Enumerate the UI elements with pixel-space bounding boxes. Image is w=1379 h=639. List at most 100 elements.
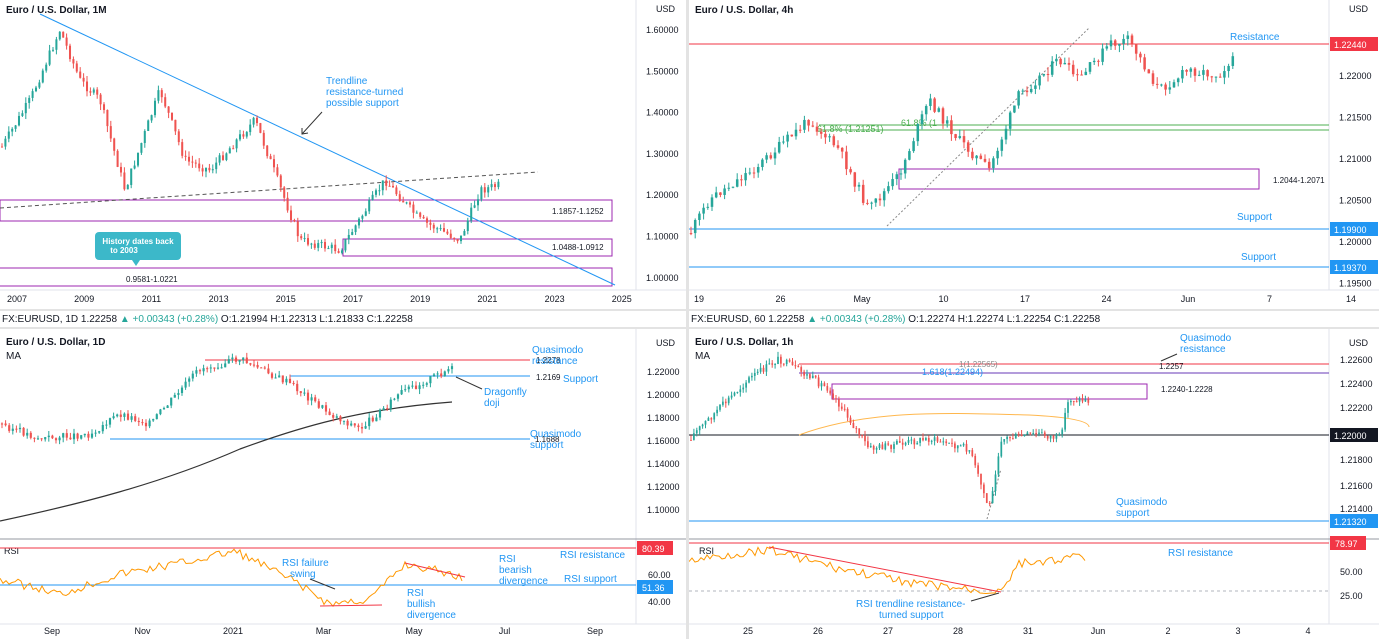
rsi-trendline [768, 546, 1002, 593]
daily-symbol-header: FX:EURUSD, 1D 1.22258 ▲ +0.00343 (+0.28%… [2, 314, 413, 325]
annotation-arrow [301, 111, 323, 135]
hourly-chart-panel[interactable]: Euro / U.S. Dollar, 1h MA USD 1.22600 1.2… [689, 329, 1379, 639]
fib-label: 61.8% (1 [901, 118, 937, 128]
high: 1.22274 [967, 314, 1004, 325]
y-tick-label: 1.20500 [1339, 196, 1372, 206]
monthly-chart[interactable]: Euro / U.S. Dollar, 1M USD 1.60000 1.5000… [0, 0, 686, 309]
dashed-trendline [0, 171, 539, 209]
demand-zone [898, 168, 1260, 190]
last-price: 1.22258 [80, 314, 118, 325]
x-tick-label: 26 [813, 626, 823, 636]
support-label: Support [563, 374, 598, 385]
resistance-label: Resistance [1230, 32, 1280, 43]
y-tick-label: 1.50000 [646, 66, 679, 76]
x-tick-label: Jun [1181, 294, 1196, 304]
qm-support-price: 1.1688 [535, 435, 560, 444]
x-tick-label: Jun [1091, 626, 1106, 636]
qm-resistance-price: 1.2278 [536, 356, 561, 365]
zone-label: 1.2240-1.2228 [1161, 385, 1213, 394]
x-tick-label: Mar [316, 626, 332, 636]
rsi-tick: 60.00 [648, 570, 671, 580]
price-tag [1330, 222, 1378, 236]
rsi-trendline-label: turned support [879, 610, 944, 621]
x-tick-label: 17 [1020, 294, 1030, 304]
support-label: Support [1237, 212, 1272, 223]
qm-support-label: Quasimodo [1116, 497, 1168, 508]
y-tick-label: 1.20000 [1339, 237, 1372, 247]
x-tick-label: 2015 [276, 294, 296, 304]
x-tick-label: 19 [694, 294, 704, 304]
qm-resistance-price: 1.2257 [1159, 362, 1184, 371]
change: +0.00343 (+0.28%) [819, 314, 906, 325]
rsi-failure-label: RSI failure [282, 558, 329, 569]
qm-resistance-label: Quasimodo [1180, 333, 1232, 344]
rsi-bullish-label: divergence [407, 610, 456, 621]
demand-zone-2 [342, 238, 613, 257]
h4-chart[interactable]: Euro / U.S. Dollar, 4h USD 1.22000 1.2150… [689, 0, 1379, 309]
support-label: Support [1241, 252, 1276, 263]
candles [689, 31, 1235, 239]
qm-support-label: support [530, 440, 564, 451]
x-tick-label: 2007 [7, 294, 27, 304]
y-tick-label: 1.20000 [646, 190, 679, 200]
rsi-trendline-label: RSI trendline resistance- [856, 599, 966, 610]
price-tag [1330, 514, 1378, 528]
y-tick-label: 1.20000 [647, 390, 680, 400]
x-tick-label: 2009 [74, 294, 94, 304]
x-tick-label: 25 [743, 626, 753, 636]
rsi-support-label: RSI support [564, 574, 617, 585]
x-tick-label: 2017 [343, 294, 363, 304]
doji-label: doji [484, 398, 500, 409]
symbol: FX:EURUSD, 1D [2, 314, 79, 325]
rsi-tag [1330, 536, 1366, 550]
y-tick-label: 1.22200 [1340, 403, 1373, 413]
low: 1.21833 [327, 314, 364, 325]
x-tick-label: 2011 [142, 294, 161, 304]
descending-trendline [39, 13, 616, 286]
y-tick-label: 1.00000 [646, 273, 679, 283]
fib-label: 1(1.22565) [959, 360, 998, 369]
price-tag [1330, 260, 1378, 274]
daily-chart-panel[interactable]: Euro / U.S. Dollar, 1D MA USD 1.22000 1.2… [0, 329, 686, 639]
candles [690, 351, 1090, 507]
zone-label: 1.2044-1.2071 [1273, 176, 1325, 185]
x-tick-label: 7 [1267, 294, 1272, 304]
h4-chart-panel[interactable]: Euro / U.S. Dollar, 4h USD 1.22000 1.2150… [689, 0, 1379, 309]
price-tag [1330, 37, 1378, 51]
qm-support-label: Quasimodo [530, 429, 582, 440]
y-tick-label: 1.19500 [1339, 279, 1372, 289]
annotation-line: Trendline [326, 76, 368, 87]
annotation-line: resistance-turned [326, 87, 403, 98]
doji-label: Dragonfly [484, 387, 527, 398]
chart-title: Euro / U.S. Dollar, 1h [695, 337, 793, 348]
x-tick-label: May [853, 294, 871, 304]
y-tick-label: 1.22000 [647, 367, 680, 377]
qm-arrow [1160, 353, 1178, 362]
rsi-bearish-label: bearish [499, 565, 532, 576]
x-tick-label: 27 [883, 626, 893, 636]
y-tick-label: 1.21000 [1339, 154, 1372, 164]
monthly-chart-panel[interactable]: Euro / U.S. Dollar, 1M USD 1.60000 1.5000… [0, 0, 686, 309]
bullish-divergence-line [319, 604, 383, 607]
rsi-bearish-label: divergence [499, 576, 548, 587]
open: 1.21994 [231, 314, 268, 325]
candles [0, 31, 500, 255]
y-tick-label: 1.14000 [647, 459, 680, 469]
x-tick-label: 2021 [477, 294, 497, 304]
chart-title: Euro / U.S. Dollar, 1D [6, 337, 105, 348]
x-tick-label: 26 [775, 294, 785, 304]
key-level-price: 1.22000 [1334, 431, 1367, 441]
rsi-tick: 40.00 [648, 597, 671, 607]
hourly-chart[interactable]: Euro / U.S. Dollar, 1h MA USD 1.22600 1.2… [689, 329, 1379, 639]
daily-chart[interactable]: Euro / U.S. Dollar, 1D MA USD 1.22000 1.2… [0, 329, 686, 639]
x-tick-label: 2013 [209, 294, 229, 304]
rsi-label: RSI [699, 546, 714, 556]
y-tick-label: 1.12000 [647, 482, 680, 492]
rsi-bullish-label: bullish [407, 599, 435, 610]
ma-label: MA [6, 351, 21, 362]
x-tick-label: Sep [587, 626, 603, 636]
zone-label: 1.1857-1.1252 [552, 207, 604, 216]
rsi-tick: 50.00 [1340, 567, 1363, 577]
y-tick-label: 1.10000 [647, 505, 680, 515]
x-tick-label: 2 [1165, 626, 1170, 636]
